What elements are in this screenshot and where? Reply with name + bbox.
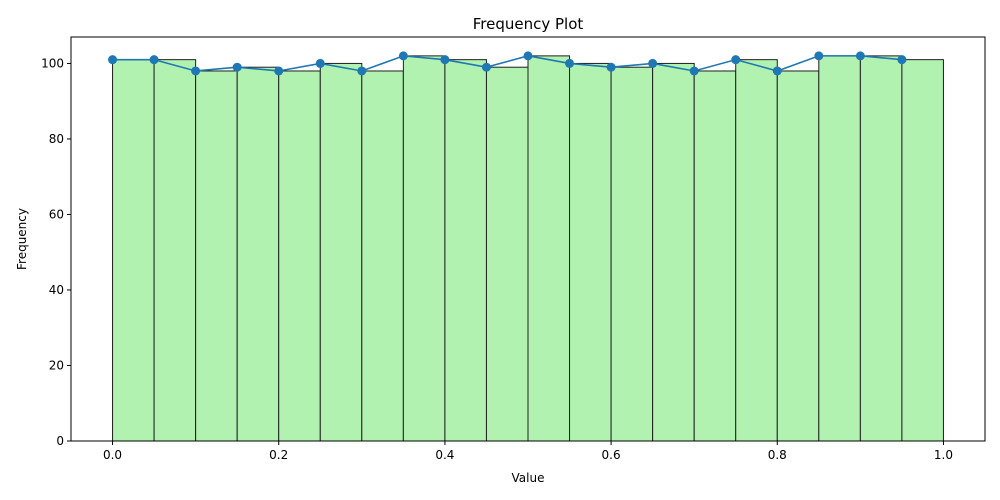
y-tick-label: 100 [41,56,64,70]
line-marker [814,51,824,61]
line-marker [855,51,865,61]
chart-title: Frequency Plot [473,15,584,33]
line-marker [689,66,699,76]
y-tick-label: 20 [49,358,64,372]
x-tick-label: 0.8 [768,448,787,462]
line-marker [897,55,907,65]
y-tick-label: 60 [49,207,64,221]
line-marker [108,55,118,65]
x-tick-label: 1.0 [934,448,953,462]
x-tick-label: 0.2 [269,448,288,462]
x-axis-label: Value [512,471,545,485]
line-marker [149,55,159,65]
y-tick-label: 0 [56,434,64,448]
line-marker [274,66,284,76]
x-tick-label: 0.6 [602,448,621,462]
line-marker [731,55,741,65]
frequency-line [112,55,902,72]
line-marker [398,51,408,61]
line-marker [648,58,658,68]
plot-area-frame [70,36,986,442]
histogram-bar [569,62,612,442]
histogram-bar [444,59,487,442]
histogram-bar [901,59,944,442]
histogram-bar [818,55,861,442]
line-marker [191,66,201,76]
histogram-bar [859,55,903,442]
line-marker [315,58,325,68]
histogram-bar [278,70,321,442]
line-marker [606,62,616,72]
x-tick-label: 0.4 [435,448,454,462]
line-marker [565,58,575,68]
x-tick-label: 0.0 [103,448,122,462]
histogram-bar [112,59,155,442]
histogram-bar [735,59,778,442]
line-marker [523,51,533,61]
histogram-bar [527,55,571,442]
y-tick-label: 40 [49,283,64,297]
line-marker [772,66,782,76]
histogram-bar [610,66,654,442]
y-axis-ticks: 0 20 40 60 80 100 [41,56,71,448]
line-marker [232,62,242,72]
histogram-bar [361,70,404,442]
histogram-bars [112,55,944,442]
histogram-bar [652,62,695,442]
histogram-bar [485,66,529,442]
y-axis-label: Frequency [15,208,29,270]
x-axis-ticks: 0.0 0.2 0.4 0.6 0.8 1.0 [103,441,953,462]
frequency-line-series [108,51,907,76]
histogram-bar [693,70,737,442]
line-marker [440,55,450,65]
histogram-bar [776,70,820,442]
line-marker [357,66,367,76]
histogram-bar [319,62,363,442]
histogram-bar [195,70,238,442]
histogram-bar [153,59,197,442]
line-marker [481,62,491,72]
histogram-bar [402,55,446,442]
y-tick-label: 80 [49,132,64,146]
histogram-bar [236,66,280,442]
